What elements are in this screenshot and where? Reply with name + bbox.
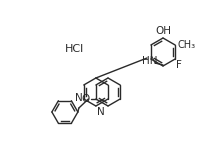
Text: N: N (97, 107, 105, 117)
Text: O: O (82, 94, 90, 104)
Text: F: F (176, 60, 182, 70)
Text: N: N (75, 94, 83, 103)
Text: CH₃: CH₃ (177, 40, 195, 50)
Text: HCl: HCl (65, 44, 85, 54)
Text: OH: OH (155, 26, 171, 36)
Text: HN: HN (142, 56, 158, 66)
